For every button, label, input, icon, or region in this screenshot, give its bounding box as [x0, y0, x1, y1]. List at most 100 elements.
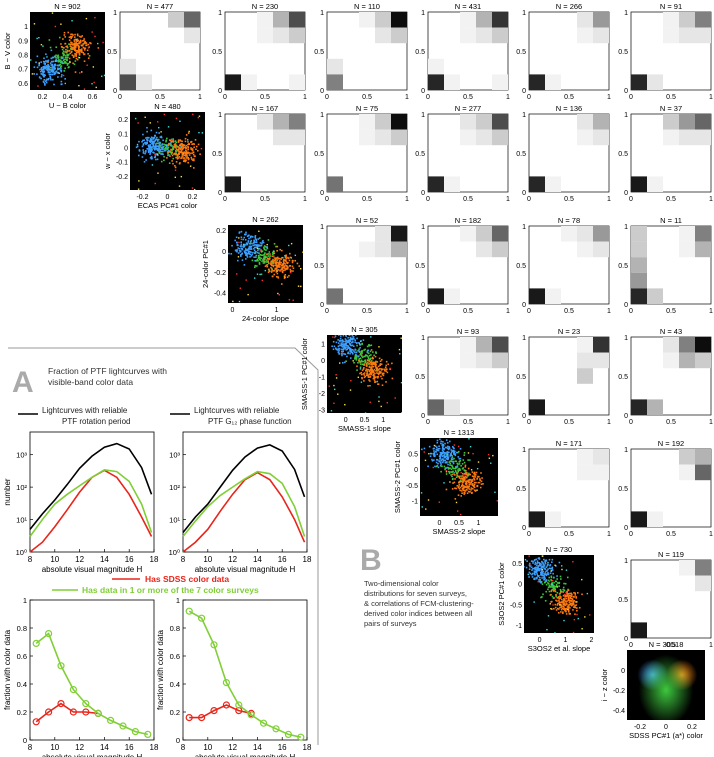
scatter-point [447, 448, 450, 451]
scatter-point [249, 250, 251, 253]
scatter-point [70, 43, 72, 46]
scatter-point [534, 567, 537, 569]
scatter-point [86, 49, 89, 52]
scatter-point [363, 363, 365, 366]
scatter-point [156, 142, 158, 145]
scatter-point [248, 252, 251, 255]
scatter-point [46, 60, 49, 62]
scatter-point [564, 595, 567, 597]
scatter-point [439, 438, 441, 441]
y-tick-label: 0 [320, 88, 324, 95]
scatter-point [556, 575, 558, 577]
scatter-point [543, 558, 545, 561]
scatter-point [450, 474, 452, 476]
scatter-point [536, 561, 539, 564]
y-tick-label: 0 [624, 636, 628, 643]
y-tick-label: -0.2 [116, 174, 128, 181]
scatter-point [352, 360, 354, 362]
scatter-point [285, 254, 287, 257]
scatter-point [574, 606, 577, 609]
x-tick-label: 0.5 [260, 196, 270, 203]
scatter-point [177, 149, 180, 152]
scatter-point [259, 244, 262, 247]
scatter-point [81, 35, 83, 37]
scatter-point [71, 54, 74, 56]
scatter-point [464, 482, 467, 485]
scatter-point [380, 367, 382, 370]
scatter-point [236, 244, 239, 247]
scatter-point [473, 472, 475, 475]
scatter-point [195, 145, 198, 148]
scatter-point [537, 567, 539, 570]
scatter-point [541, 583, 544, 585]
scatter-point [345, 349, 348, 351]
scatter-point [138, 180, 140, 182]
scatter-point [182, 144, 185, 146]
scatter-point [384, 366, 387, 369]
scatter-point [148, 140, 151, 143]
y-tick-label: 0.5 [408, 452, 418, 459]
legend-phase-line2: PTF G₁₂ phase function [208, 417, 292, 426]
series-line-1 [188, 610, 301, 738]
scatter-point [281, 264, 284, 267]
scatter-point [466, 485, 469, 488]
scatter-point [75, 40, 78, 42]
y-tick-label: 10³ [169, 451, 180, 460]
scatter-point [192, 158, 195, 160]
scatter-point [554, 632, 556, 633]
matrix-cell [631, 226, 647, 242]
scatter-point [184, 160, 187, 163]
scatter-point [150, 148, 152, 150]
scatter-point [186, 155, 189, 157]
scatter-point [271, 262, 274, 264]
scatter-point [74, 71, 77, 73]
scatter-point [457, 485, 460, 488]
panel-title: N = 262 [252, 215, 278, 224]
scatter-point [65, 54, 67, 57]
scatter-point [562, 588, 564, 591]
scatter-point [375, 352, 377, 354]
y-tick-label: 1 [176, 596, 180, 605]
scatter-point [563, 599, 566, 602]
scatter-point [43, 81, 45, 84]
scatter-point [465, 473, 468, 475]
y-tick-label: 1 [522, 112, 526, 119]
scatter-point [174, 146, 177, 148]
matrix-title: N = 136 [556, 104, 582, 113]
scatter-point [75, 42, 78, 44]
matrix-cell [577, 352, 593, 369]
scatter-point [447, 466, 450, 469]
scatter-point [349, 343, 352, 346]
scatter-point [377, 372, 379, 375]
matrix-cell [647, 399, 663, 415]
scatter-point [53, 73, 56, 76]
scatter-point [146, 136, 149, 139]
scatter-point [544, 561, 547, 564]
scatter-point [566, 592, 568, 595]
matrix-cell [647, 511, 663, 527]
scatter-point [169, 143, 172, 146]
scatter-point [45, 79, 48, 81]
scatter-point [480, 480, 483, 483]
scatter-point [350, 351, 353, 353]
scatter-point [575, 595, 577, 598]
scatter-point [458, 450, 460, 453]
scatter-point [249, 240, 252, 243]
scatter-point [374, 361, 377, 364]
matrix-cell [428, 399, 444, 415]
scatter-point [373, 376, 375, 379]
scatter-point [432, 452, 434, 455]
x-tick-label: 10 [50, 555, 59, 564]
scatter-point [571, 597, 573, 600]
scatter-point [560, 605, 563, 608]
x-tick-label: 16 [278, 743, 287, 752]
matrix-cell [679, 129, 695, 146]
scatter-point [458, 458, 461, 460]
scatter-point [153, 140, 156, 143]
scatter-point [373, 363, 375, 366]
scatter-point [556, 607, 559, 610]
scatter-point [78, 42, 81, 45]
y-tick-label: 1 [624, 10, 628, 17]
